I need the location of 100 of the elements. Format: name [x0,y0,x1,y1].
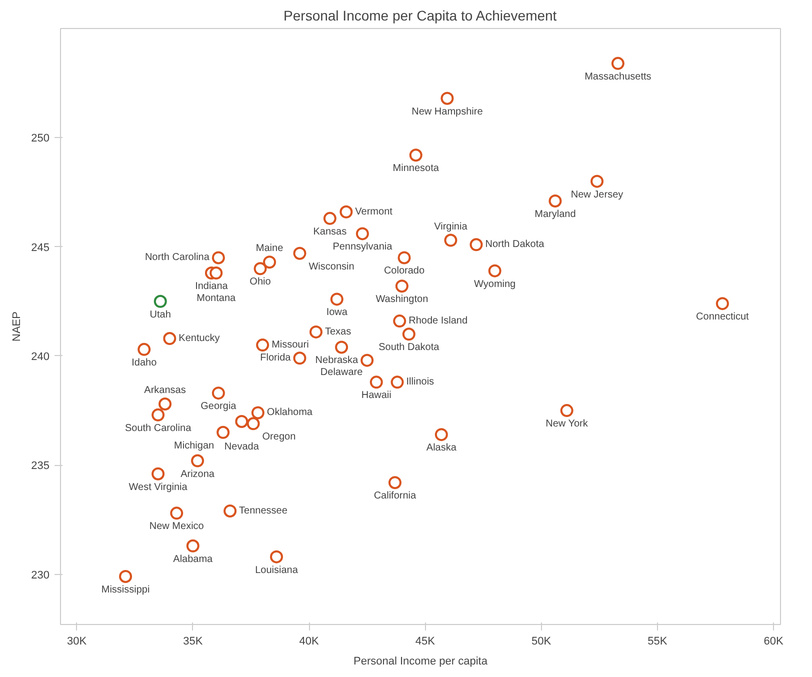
annotation: Idaho [132,357,158,368]
point [335,340,348,354]
annotation: Ohio [250,276,272,288]
point [434,428,448,442]
annotation: Wisconsin [308,261,354,272]
point [138,342,151,356]
point [186,539,200,552]
point [309,325,322,338]
annotation: Oklahoma [266,407,313,418]
annotation: Washington [376,294,428,306]
point [388,476,402,490]
point [398,251,411,264]
point [212,251,225,264]
annotation: Indiana [195,281,228,292]
y-axis-title: NAEP [11,312,24,342]
annotation: Mississippi [101,584,150,596]
point [340,205,353,218]
point [119,570,132,583]
y-tick-label: 230 [31,569,50,582]
point [235,414,248,428]
point [210,266,223,280]
x-tick-label: 50K [531,636,552,648]
point [170,506,184,520]
annotation: North Dakota [485,239,545,250]
annotation: Florida [260,352,292,364]
annotation: Connecticut [696,312,750,323]
annotation: Texas [324,326,352,338]
point [293,246,306,260]
annotation: Alabama [173,554,214,565]
point [360,354,374,367]
annotation: Maryland [534,208,576,220]
annotation: Wyoming [474,278,516,290]
point [154,294,167,308]
annotation: Pennsylvania [332,242,393,253]
point [395,280,408,293]
y-tick-label: 245 [31,242,50,254]
point [409,148,422,162]
point [263,256,276,269]
annotation: Arkansas [144,385,186,396]
annotation: Vermont [355,206,393,218]
point [251,406,264,420]
point [393,314,406,328]
annotation: Minnesota [392,163,440,174]
annotation: Virginia [434,221,468,232]
point [216,426,230,439]
x-tick-label: 35K [183,636,204,648]
annotation: Utah [150,309,171,320]
point [716,297,729,310]
annotation: Michigan [174,440,214,452]
chart-title: Personal Income per Capita to Achievement [284,8,557,24]
point [224,504,237,518]
annotation: Colorado [384,266,425,277]
annotation: South Carolina [124,422,192,434]
annotation: Georgia [200,401,237,412]
annotation: New Hampshire [412,106,484,118]
annotation: Alaska [426,442,457,454]
point [246,417,260,430]
annotation: Tennessee [239,505,288,516]
x-tick-label: 30K [66,636,88,648]
annotation: Louisiana [255,564,298,576]
point [158,398,172,410]
annotation: North Carolina [144,252,210,264]
y-tick-label: 250 [31,132,50,145]
point [548,194,562,208]
point [370,376,383,389]
y-tick-label: 240 [31,350,50,363]
point [293,352,306,365]
point [254,262,267,276]
annotation: Rhode Island [408,316,468,327]
annotation: Kentucky [178,333,220,344]
annotation: Hawaii [361,390,392,402]
x-tick-label: 60K [764,636,784,648]
annotation: Nevada [224,441,260,452]
annotation: Massachusetts [584,71,652,82]
annotation: Iowa [326,307,348,318]
point [191,454,204,468]
annotation: South Dakota [378,342,440,354]
annotation: Delaware [320,367,364,378]
point [212,386,225,400]
point [356,227,369,240]
annotation: New Jersey [570,189,624,200]
point [390,376,404,389]
x-tick-label: 55K [648,636,668,648]
annotation: New York [546,418,589,430]
annotation: West Virginia [128,482,188,493]
annotation: California [374,490,417,502]
x-tick-label: 40K [299,636,320,648]
point [152,467,165,480]
point [440,92,454,105]
annotation: New Mexico [149,521,204,532]
point [444,234,458,247]
point [163,332,176,345]
point [152,408,165,422]
annotation: Nebraska [315,354,359,366]
point [402,328,416,341]
annotation: Maine [256,243,284,254]
point [330,292,344,306]
annotation: Illinois [406,376,434,388]
annotation: Montana [196,293,236,304]
x-tick-label: 45K [415,636,436,648]
